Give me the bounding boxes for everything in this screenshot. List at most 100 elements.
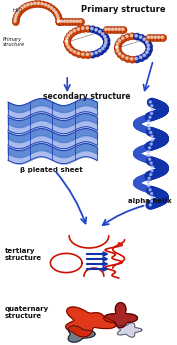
Circle shape bbox=[139, 36, 142, 38]
Polygon shape bbox=[68, 326, 95, 342]
Circle shape bbox=[80, 26, 87, 32]
Polygon shape bbox=[66, 307, 116, 337]
Circle shape bbox=[56, 16, 62, 22]
Circle shape bbox=[97, 48, 104, 55]
Circle shape bbox=[158, 36, 160, 38]
Circle shape bbox=[115, 28, 117, 30]
Circle shape bbox=[110, 27, 117, 33]
Circle shape bbox=[115, 41, 122, 48]
Circle shape bbox=[99, 50, 101, 52]
Circle shape bbox=[44, 3, 47, 6]
Circle shape bbox=[100, 31, 107, 38]
Circle shape bbox=[130, 58, 133, 60]
Circle shape bbox=[15, 14, 17, 17]
Circle shape bbox=[47, 5, 50, 7]
Circle shape bbox=[114, 45, 121, 51]
Circle shape bbox=[64, 20, 66, 22]
Circle shape bbox=[60, 20, 63, 22]
Circle shape bbox=[19, 5, 26, 12]
Circle shape bbox=[150, 162, 152, 164]
Circle shape bbox=[151, 105, 153, 107]
Circle shape bbox=[153, 34, 160, 41]
Circle shape bbox=[56, 19, 63, 26]
Circle shape bbox=[41, 2, 43, 5]
Circle shape bbox=[133, 56, 140, 63]
Circle shape bbox=[82, 27, 84, 29]
Circle shape bbox=[67, 34, 70, 37]
Circle shape bbox=[43, 2, 50, 9]
Circle shape bbox=[160, 34, 167, 41]
Circle shape bbox=[56, 14, 59, 17]
Circle shape bbox=[14, 17, 16, 19]
Circle shape bbox=[68, 30, 75, 37]
Circle shape bbox=[133, 33, 140, 40]
Circle shape bbox=[77, 52, 80, 55]
Text: Primary structure: Primary structure bbox=[81, 5, 166, 14]
Circle shape bbox=[116, 49, 119, 52]
Circle shape bbox=[93, 27, 100, 34]
Circle shape bbox=[149, 34, 156, 41]
Circle shape bbox=[64, 39, 71, 46]
Circle shape bbox=[70, 48, 72, 51]
Circle shape bbox=[105, 28, 107, 30]
Circle shape bbox=[150, 143, 152, 145]
Circle shape bbox=[65, 19, 72, 26]
Circle shape bbox=[104, 36, 106, 38]
Circle shape bbox=[142, 52, 149, 59]
Circle shape bbox=[65, 40, 68, 42]
Circle shape bbox=[66, 43, 68, 46]
Circle shape bbox=[118, 52, 121, 55]
Circle shape bbox=[113, 27, 120, 33]
Circle shape bbox=[122, 37, 124, 39]
Circle shape bbox=[143, 54, 145, 56]
Circle shape bbox=[120, 27, 127, 33]
Circle shape bbox=[68, 19, 75, 26]
Circle shape bbox=[102, 47, 104, 50]
Circle shape bbox=[57, 20, 60, 22]
Circle shape bbox=[151, 112, 153, 115]
Circle shape bbox=[77, 28, 80, 30]
Circle shape bbox=[76, 51, 83, 58]
Text: tertiary
structure: tertiary structure bbox=[5, 248, 42, 261]
Circle shape bbox=[79, 20, 81, 22]
Circle shape bbox=[39, 1, 46, 8]
Circle shape bbox=[29, 1, 36, 8]
Circle shape bbox=[144, 39, 151, 47]
Circle shape bbox=[147, 155, 149, 156]
Circle shape bbox=[17, 8, 24, 14]
Circle shape bbox=[148, 120, 150, 122]
Circle shape bbox=[118, 39, 121, 42]
Circle shape bbox=[16, 11, 19, 14]
Circle shape bbox=[85, 25, 92, 32]
Circle shape bbox=[124, 56, 131, 62]
Circle shape bbox=[105, 38, 107, 41]
Text: alpha helix: alpha helix bbox=[128, 198, 172, 204]
Circle shape bbox=[126, 35, 128, 38]
Circle shape bbox=[91, 53, 93, 55]
Circle shape bbox=[149, 204, 151, 206]
Circle shape bbox=[139, 56, 142, 59]
Circle shape bbox=[114, 45, 121, 51]
Circle shape bbox=[146, 46, 153, 53]
Circle shape bbox=[148, 177, 150, 179]
Circle shape bbox=[148, 128, 150, 130]
Circle shape bbox=[15, 10, 22, 17]
Circle shape bbox=[24, 5, 26, 7]
Circle shape bbox=[151, 139, 153, 141]
Circle shape bbox=[32, 1, 39, 8]
Circle shape bbox=[130, 34, 133, 37]
Circle shape bbox=[116, 42, 119, 45]
Circle shape bbox=[147, 181, 149, 183]
Circle shape bbox=[93, 50, 100, 57]
Circle shape bbox=[46, 3, 53, 10]
Circle shape bbox=[150, 174, 152, 176]
Circle shape bbox=[122, 28, 124, 30]
Circle shape bbox=[151, 135, 153, 137]
Circle shape bbox=[71, 19, 78, 26]
Circle shape bbox=[103, 37, 110, 44]
Circle shape bbox=[37, 2, 40, 4]
Circle shape bbox=[73, 20, 75, 22]
Circle shape bbox=[50, 7, 53, 9]
Circle shape bbox=[89, 51, 96, 58]
Circle shape bbox=[102, 43, 109, 50]
